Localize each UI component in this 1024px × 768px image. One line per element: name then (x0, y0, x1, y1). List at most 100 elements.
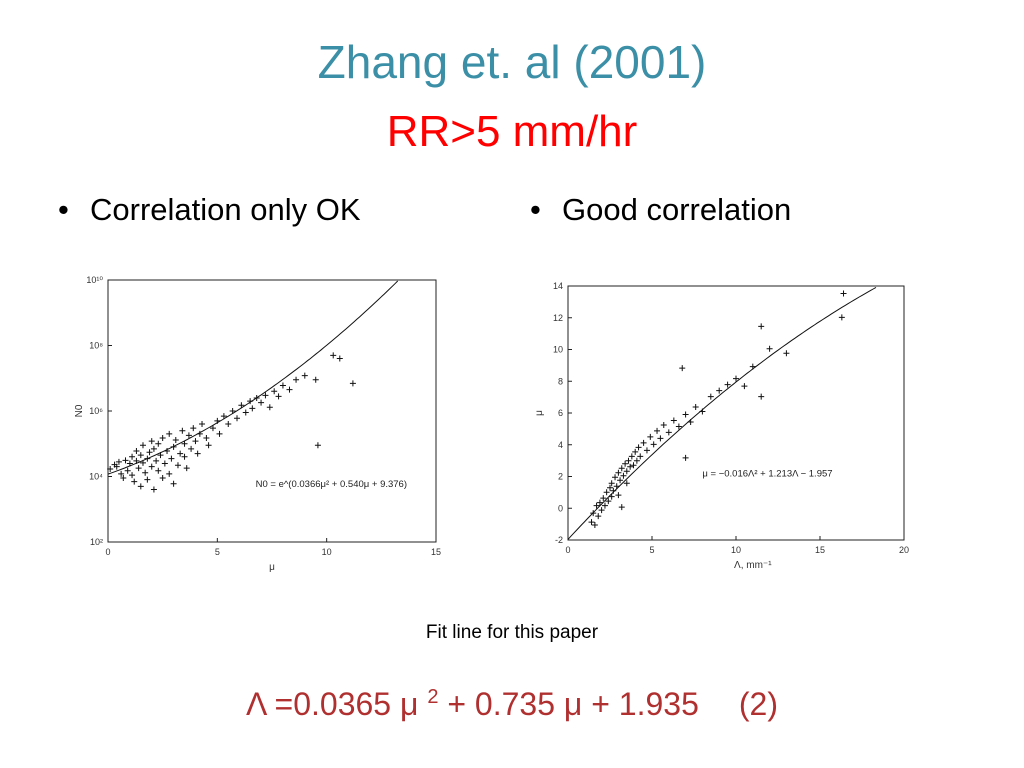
data-point (150, 445, 157, 452)
data-point (115, 458, 122, 465)
data-point (131, 478, 138, 485)
data-point (142, 469, 149, 476)
data-point (129, 472, 136, 479)
data-point (199, 421, 206, 428)
data-point (247, 398, 254, 405)
y-axis-label: N0 (74, 404, 85, 417)
data-point (617, 477, 624, 484)
data-point (643, 447, 650, 454)
data-point (699, 408, 706, 415)
data-point (179, 427, 186, 434)
data-point (192, 438, 199, 445)
data-point (137, 483, 144, 490)
data-point (190, 425, 197, 432)
equation-rhs: + 0.735 μ + 1.935 (438, 686, 699, 722)
data-point (144, 476, 151, 483)
data-point (133, 457, 140, 464)
y-tick-label: 2 (558, 472, 563, 482)
equation-number: (2) (738, 686, 778, 722)
data-point (665, 429, 672, 436)
bullet-item-left: • Correlation only OK (58, 190, 361, 230)
data-point (164, 448, 171, 455)
data-point (122, 457, 129, 464)
y-tick-label: 10² (90, 537, 103, 547)
data-point (153, 457, 160, 464)
data-point (242, 409, 249, 416)
data-point (148, 438, 155, 445)
data-point (679, 365, 686, 372)
data-point (749, 363, 756, 370)
x-tick-label: 0 (105, 547, 110, 557)
data-point (166, 470, 173, 477)
data-point (682, 411, 689, 418)
data-point (234, 415, 241, 422)
data-point (601, 502, 608, 509)
y-tick-label: 0 (558, 503, 563, 513)
data-point (159, 434, 166, 441)
x-tick-label: 10 (731, 545, 741, 555)
data-point (647, 433, 654, 440)
data-point (622, 460, 629, 467)
data-point (271, 388, 278, 395)
data-point (741, 383, 748, 390)
data-point (279, 382, 286, 389)
data-point (107, 465, 114, 472)
x-axis-label: μ (269, 562, 275, 573)
data-point (258, 399, 265, 406)
data-point (654, 427, 661, 434)
data-point (144, 455, 151, 462)
data-point (603, 489, 610, 496)
data-point (615, 469, 622, 476)
data-point (139, 442, 146, 449)
data-point (608, 480, 615, 487)
data-point (124, 467, 131, 474)
data-point (620, 472, 627, 479)
data-point (168, 455, 175, 462)
slide-title: Zhang et. al (2001) (317, 36, 707, 88)
plot-frame (567, 285, 905, 541)
data-point (675, 423, 682, 430)
data-point (588, 519, 595, 526)
data-point (605, 498, 612, 505)
data-point (758, 323, 765, 330)
data-point (225, 421, 232, 428)
bullet-dot-icon: • (530, 192, 541, 227)
data-point (161, 460, 168, 467)
x-tick-label: 5 (215, 547, 220, 557)
data-point (157, 452, 164, 459)
data-point (650, 441, 657, 448)
x-tick-label: 20 (899, 545, 909, 555)
data-point (194, 450, 201, 457)
data-point (632, 448, 639, 455)
data-point (155, 440, 162, 447)
data-point (593, 502, 600, 509)
data-point (203, 434, 210, 441)
data-point (618, 504, 625, 511)
data-point (113, 463, 120, 470)
y-tick-label: 10⁴ (89, 472, 103, 482)
x-tick-label: 0 (565, 545, 570, 555)
data-point (591, 522, 598, 529)
data-point (314, 442, 321, 449)
data-point (214, 417, 221, 424)
slide-subtitle: RR>5 mm/hr (386, 107, 638, 156)
data-point (637, 453, 644, 460)
bullet-text-right: Good correlation (562, 192, 792, 227)
data-point (275, 393, 282, 400)
fit-line-caption: Fit line for this paper (425, 622, 599, 643)
data-point (590, 510, 597, 517)
data-point (618, 465, 625, 472)
data-point (155, 467, 162, 474)
data-point (188, 445, 195, 452)
data-point (670, 417, 677, 424)
data-point (238, 402, 245, 409)
data-point (615, 492, 622, 499)
data-point (148, 463, 155, 470)
data-point (146, 449, 153, 456)
data-point (220, 413, 227, 420)
data-point (129, 453, 136, 460)
plot-frame (107, 279, 437, 543)
data-point (249, 405, 256, 412)
data-point (181, 453, 188, 460)
